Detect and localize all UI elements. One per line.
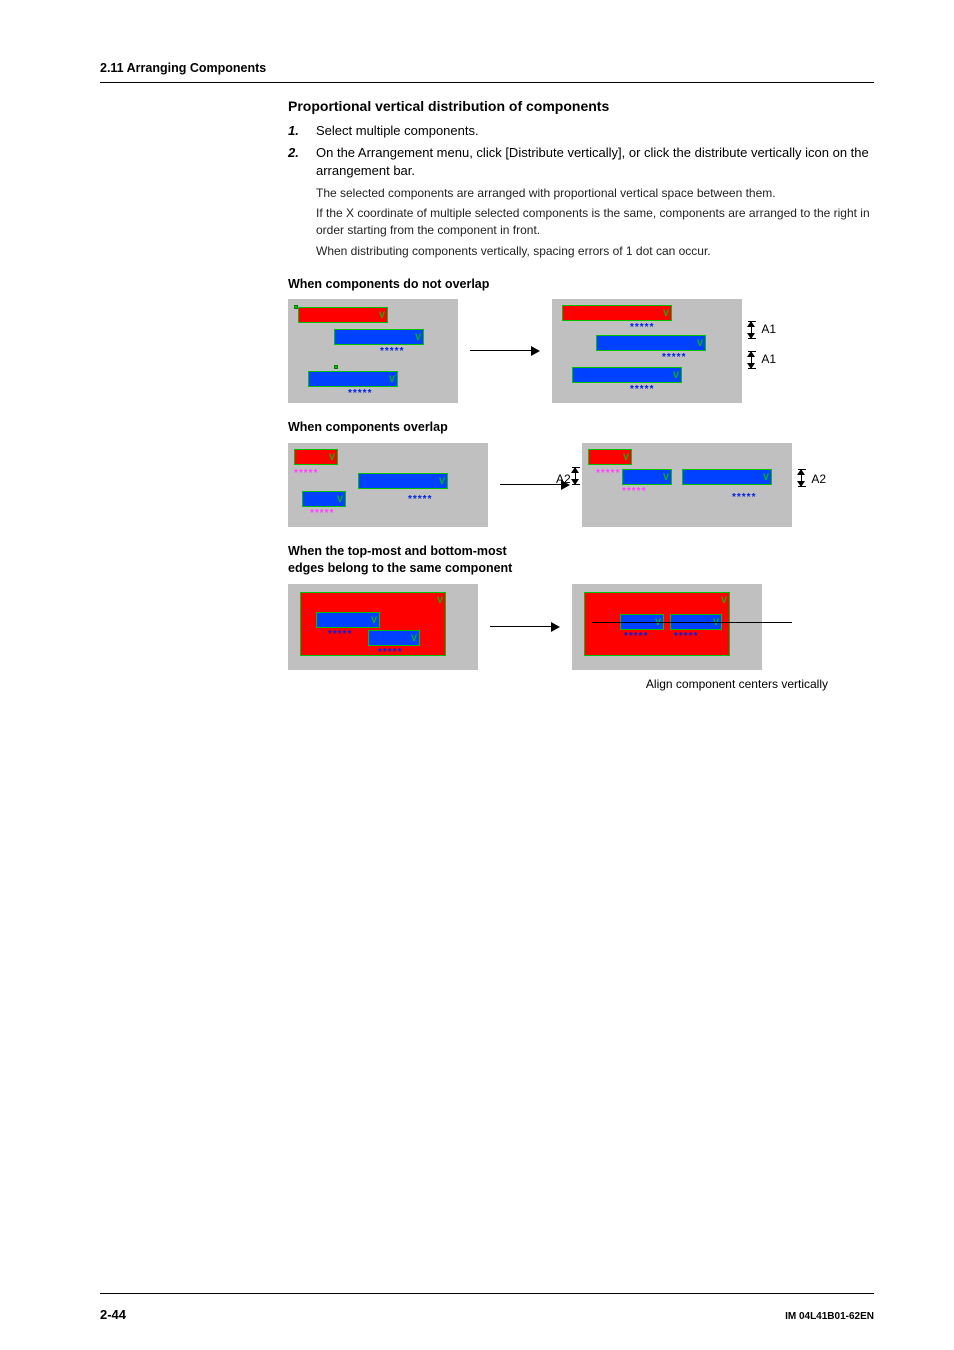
v-label: V	[721, 594, 727, 607]
handle	[334, 365, 338, 369]
step-2-text: On the Arrangement menu, click [Distribu…	[316, 144, 874, 180]
component: V	[334, 329, 424, 345]
component: V	[302, 491, 346, 507]
stars-label: *****	[622, 485, 646, 499]
stars-label: *****	[662, 351, 686, 365]
stars-label: *****	[674, 630, 698, 644]
arrow-right-icon	[490, 626, 560, 628]
stars-label: *****	[630, 321, 654, 335]
figure-caption: Align component centers vertically	[288, 676, 828, 693]
component: V	[294, 449, 338, 465]
dimension-bar	[748, 321, 756, 339]
page: 2.11 Arranging Components Proportional v…	[0, 0, 954, 1350]
component: V	[622, 469, 672, 485]
v-label: V	[437, 594, 443, 607]
stars-label: *****	[378, 646, 402, 660]
panel-1-right-wrap: V ***** V ***** V ***** A1 A1	[552, 299, 742, 403]
panel-1-left: V V ***** V *****	[288, 299, 458, 403]
step-1-num: 1.	[288, 122, 306, 140]
dimension-bar	[572, 467, 580, 485]
note-2: If the X coordinate of multiple selected…	[316, 205, 874, 239]
page-number: 2-44	[100, 1306, 126, 1324]
panel-2-left: V ***** V V ***** *****	[288, 443, 488, 527]
step-1: 1. Select multiple components.	[288, 122, 874, 140]
handle	[294, 305, 298, 309]
panel-1-right: V ***** V ***** V *****	[552, 299, 742, 403]
content-area: Proportional vertical distribution of co…	[288, 97, 874, 693]
anno-a1: A1	[761, 321, 776, 338]
component: V	[572, 367, 682, 383]
dimension-bar	[798, 469, 806, 487]
stars-label: *****	[310, 507, 334, 521]
stars-label: *****	[348, 387, 372, 401]
v-label: V	[379, 309, 385, 322]
v-label: V	[697, 337, 703, 350]
anno-a2-right: A2	[811, 471, 826, 488]
v-label: V	[623, 451, 629, 464]
panel-3-right: V V V ***** *****	[572, 584, 762, 670]
v-label: V	[763, 471, 769, 484]
panel-3-left: V V ***** V *****	[288, 584, 478, 670]
v-label: V	[663, 471, 669, 484]
guide-line	[592, 622, 792, 623]
component: V	[308, 371, 398, 387]
stars-label: *****	[624, 630, 648, 644]
component: V	[588, 449, 632, 465]
figure-row-2: V ***** V V ***** ***** A2 V ***** V ***…	[288, 443, 874, 527]
component: V	[358, 473, 448, 489]
panel-2-right: V ***** V ***** V *****	[582, 443, 792, 527]
subhead-3b: edges belong to the same component	[288, 560, 874, 578]
v-label: V	[411, 632, 417, 645]
stars-label: *****	[380, 345, 404, 359]
panel-2-right-wrap: A2 V ***** V ***** V ***** A2	[582, 443, 792, 527]
component: V	[298, 307, 388, 323]
v-label: V	[439, 475, 445, 488]
subhead-1: When components do not overlap	[288, 276, 874, 294]
component: V	[596, 335, 706, 351]
step-2-body: On the Arrangement menu, click [Distribu…	[316, 144, 874, 260]
v-label: V	[389, 373, 395, 386]
stars-label: *****	[328, 628, 352, 642]
component: V	[316, 612, 380, 628]
v-label: V	[663, 307, 669, 320]
stars-label: *****	[294, 467, 318, 481]
subhead-3a: When the top-most and bottom-most	[288, 543, 874, 561]
step-2-num: 2.	[288, 144, 306, 260]
v-label: V	[371, 614, 377, 627]
subhead-2: When components overlap	[288, 419, 874, 437]
step-2: 2. On the Arrangement menu, click [Distr…	[288, 144, 874, 260]
dimension-bar	[748, 351, 756, 369]
stars-label: *****	[408, 493, 432, 507]
document-id: IM 04L41B01-62EN	[785, 1310, 874, 1324]
component: V	[368, 630, 420, 646]
figure-row-3: V V ***** V ***** V V V ***** *****	[288, 584, 874, 670]
v-label: V	[329, 451, 335, 464]
note-3: When distributing components vertically,…	[316, 243, 874, 260]
component: V	[562, 305, 672, 321]
stars-label: *****	[732, 491, 756, 505]
note-1: The selected components are arranged wit…	[316, 185, 874, 202]
stars-label: *****	[630, 383, 654, 397]
panel-3-right-wrap: V V V ***** *****	[572, 584, 762, 670]
anno-a2-left: A2	[556, 471, 571, 488]
anno-a1: A1	[761, 351, 776, 368]
footer-rule	[100, 1293, 874, 1294]
step-1-text: Select multiple components.	[316, 122, 874, 140]
heading: Proportional vertical distribution of co…	[288, 97, 874, 117]
v-label: V	[673, 369, 679, 382]
section-breadcrumb: 2.11 Arranging Components	[100, 60, 874, 78]
header-rule	[100, 82, 874, 83]
figure-row-1: V V ***** V ***** V ***** V ***** V ****…	[288, 299, 874, 403]
v-label: V	[337, 493, 343, 506]
v-label: V	[415, 331, 421, 344]
stars-label: *****	[596, 467, 620, 481]
arrow-right-icon	[470, 350, 540, 352]
component: V	[682, 469, 772, 485]
